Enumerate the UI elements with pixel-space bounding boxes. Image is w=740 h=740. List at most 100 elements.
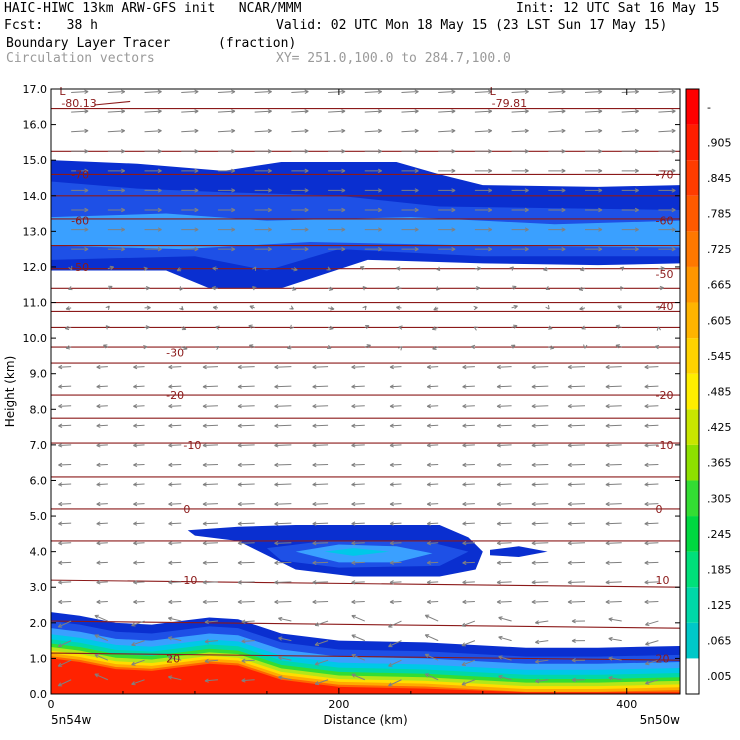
wind-vector	[364, 246, 382, 252]
wind-vector	[328, 246, 346, 252]
wind-vector	[96, 482, 108, 487]
colorbar-label: -	[707, 101, 711, 114]
wind-vector	[496, 580, 512, 585]
wind-vector	[401, 168, 419, 174]
wind-vector	[181, 326, 187, 331]
wind-vector	[531, 482, 549, 487]
contour-label: -70	[71, 168, 89, 181]
wind-vector	[58, 599, 72, 605]
wind-vector	[133, 423, 145, 428]
wind-vector	[144, 305, 151, 310]
wind-vector	[65, 306, 72, 311]
wind-vector	[144, 285, 151, 291]
wind-vector	[548, 149, 566, 154]
tracer-band-surface	[51, 658, 680, 694]
wind-vector	[578, 286, 586, 292]
wind-vector	[658, 207, 676, 213]
wind-vector	[96, 403, 108, 409]
wind-vector	[567, 580, 586, 585]
wind-vector	[274, 580, 292, 585]
wind-vector	[249, 305, 255, 310]
wind-vector	[204, 678, 219, 683]
wind-vector	[389, 443, 402, 448]
contour-line	[51, 620, 680, 629]
wind-vector	[496, 384, 512, 389]
wind-vector	[658, 266, 665, 271]
colorbar-label: .605	[707, 314, 732, 327]
wind-vector	[291, 188, 309, 193]
wind-vector	[462, 384, 475, 389]
wind-vector	[314, 679, 329, 686]
wind-vector	[389, 580, 402, 585]
wind-vector	[167, 675, 182, 681]
wind-vector	[436, 286, 441, 291]
wind-vector	[511, 188, 529, 193]
wind-vector	[202, 364, 218, 370]
wind-vector	[401, 227, 419, 232]
wind-vector	[511, 324, 518, 329]
wind-vector	[658, 227, 676, 232]
colorbar-label: .305	[707, 492, 732, 505]
wind-vector	[567, 541, 586, 546]
wind-vector	[567, 423, 586, 428]
wind-vector	[658, 89, 676, 94]
wind-vector	[71, 246, 89, 252]
wind-vector	[181, 227, 199, 232]
wind-vector	[58, 364, 72, 370]
colorbar-swatch	[686, 444, 699, 481]
wind-vector	[312, 404, 329, 409]
y-tick-label: 9.0	[30, 368, 48, 381]
wind-vector	[202, 541, 218, 546]
wind-vector	[107, 207, 126, 213]
wind-vector	[133, 560, 145, 565]
wind-vector	[103, 344, 109, 349]
wind-vector	[351, 541, 365, 546]
wind-vector	[94, 614, 109, 622]
colorbar-swatch	[686, 160, 699, 196]
contour-label: -50	[71, 261, 89, 274]
wind-vector	[237, 462, 255, 468]
colorbar-swatch	[686, 124, 699, 161]
wind-vector	[621, 168, 639, 174]
y-tick-label: 17.0	[23, 83, 48, 96]
wind-vector	[511, 207, 529, 213]
y-axis-label: Height (km)	[3, 356, 17, 427]
wind-vector	[133, 580, 145, 585]
wind-vector	[105, 305, 110, 311]
wind-vector	[214, 345, 220, 351]
wind-vector	[254, 128, 272, 134]
wind-vector	[274, 423, 292, 428]
wind-vector	[644, 384, 659, 389]
wind-vector	[96, 423, 108, 428]
wind-vector	[94, 634, 109, 642]
wind-vector	[474, 109, 493, 114]
wind-vector	[531, 580, 549, 585]
tracer-band-upper	[51, 213, 680, 250]
wind-vector	[496, 462, 512, 468]
contour-label: -60	[656, 215, 674, 228]
wind-vector	[620, 286, 625, 291]
wind-vector	[364, 227, 382, 232]
wind-vector	[351, 654, 365, 661]
wind-vector	[202, 404, 218, 409]
wind-vector	[474, 285, 481, 291]
wind-vector	[181, 89, 199, 94]
colorbar-swatch	[686, 658, 699, 694]
wind-vector	[531, 521, 549, 526]
wind-vector	[144, 246, 162, 252]
wind-vector	[328, 188, 346, 193]
wind-vector	[252, 266, 257, 271]
wind-vector	[424, 634, 439, 642]
wind-vector	[58, 482, 72, 487]
wind-vector	[144, 109, 162, 114]
wind-vector	[202, 462, 218, 468]
wind-vector	[579, 306, 586, 311]
wind-vector	[312, 443, 329, 448]
wind-vector	[645, 640, 659, 646]
wind-vector	[144, 188, 162, 193]
wind-vector	[426, 364, 439, 370]
wind-vector	[237, 541, 255, 546]
wind-vector	[351, 580, 365, 585]
wind-vector	[388, 620, 402, 628]
wind-vector	[548, 246, 566, 252]
